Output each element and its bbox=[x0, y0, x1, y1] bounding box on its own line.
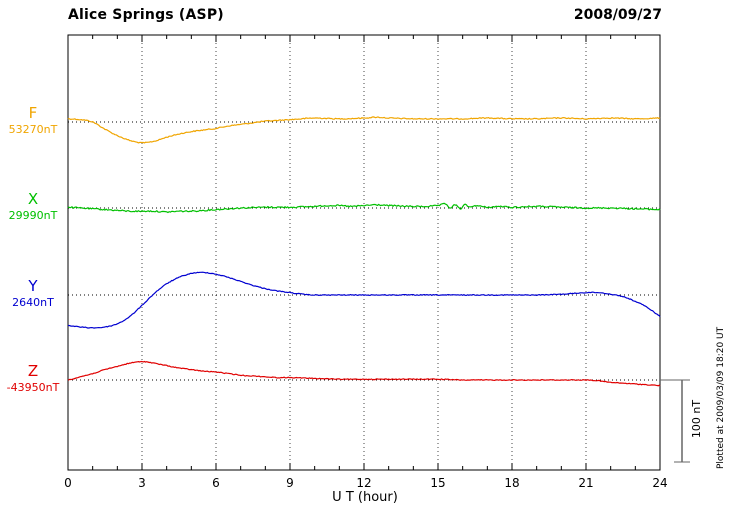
x-tick-label: 9 bbox=[286, 476, 294, 490]
series-basevalue-y: 2640nT bbox=[12, 296, 54, 309]
series-label-x: X 29990nT bbox=[2, 191, 64, 223]
series-basevalue-x: 29990nT bbox=[8, 209, 58, 222]
series-name-x: X bbox=[27, 190, 39, 208]
scale-bar-label: 100 nT bbox=[690, 399, 703, 439]
series-label-y: Y 2640nT bbox=[2, 278, 64, 310]
x-axis-label: U T (hour) bbox=[332, 490, 398, 505]
x-tick-label: 3 bbox=[138, 476, 146, 490]
x-tick-label: 18 bbox=[504, 476, 519, 490]
x-tick-label: 15 bbox=[430, 476, 445, 490]
plot-frame bbox=[67, 34, 661, 471]
x-tick-label: 21 bbox=[578, 476, 593, 490]
trace-z bbox=[67, 360, 661, 387]
x-tick-label: 0 bbox=[64, 476, 72, 490]
series-label-z: Z -43950nT bbox=[2, 363, 64, 395]
trace-x bbox=[67, 202, 661, 214]
x-tick-label: 12 bbox=[356, 476, 371, 490]
plot-date: 2008/09/27 bbox=[573, 7, 662, 23]
series-basevalue-f: 53270nT bbox=[8, 123, 58, 136]
station-title: Alice Springs (ASP) bbox=[68, 7, 224, 23]
trace-y bbox=[68, 271, 661, 329]
series-name-y: Y bbox=[28, 277, 38, 295]
trace-f bbox=[67, 116, 661, 144]
x-tick-label: 24 bbox=[652, 476, 667, 490]
series-name-f: F bbox=[28, 104, 38, 122]
series-name-z: Z bbox=[27, 362, 39, 380]
plotted-timestamp: Plotted at 2009/03/09 18:20 UT bbox=[716, 326, 726, 469]
series-basevalue-z: -43950nT bbox=[6, 381, 60, 394]
series-label-f: F 53270nT bbox=[2, 105, 64, 137]
x-tick-label: 6 bbox=[212, 476, 220, 490]
